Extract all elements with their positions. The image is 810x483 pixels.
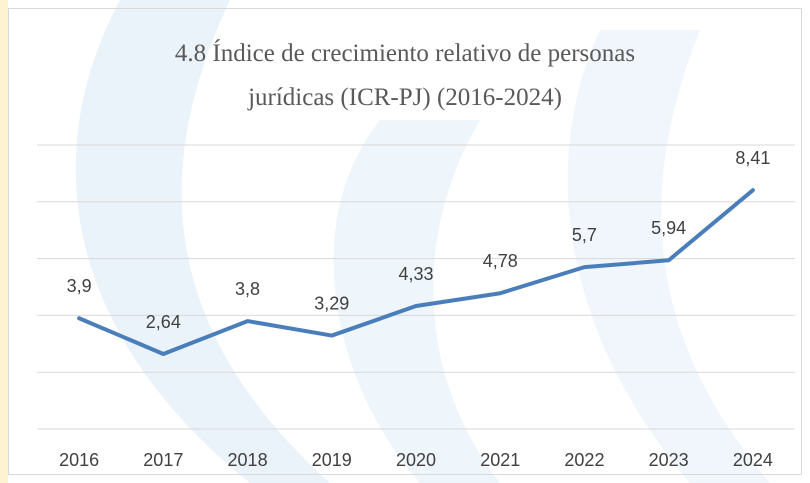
chart-title: 4.8 Índice de crecimiento relativo de pe… — [130, 32, 680, 120]
edge-strip — [0, 0, 8, 483]
data-label: 5,7 — [572, 225, 597, 245]
x-tick-label: 2017 — [143, 450, 183, 470]
x-tick-label: 2022 — [564, 450, 604, 470]
data-label: 2,64 — [146, 312, 181, 332]
x-tick-label: 2018 — [228, 450, 268, 470]
x-tick-label: 2016 — [59, 450, 99, 470]
x-tick-label: 2020 — [396, 450, 436, 470]
data-label: 3,29 — [314, 293, 349, 313]
x-tick-label: 2019 — [312, 450, 352, 470]
data-label: 3,8 — [235, 279, 260, 299]
data-label: 4,33 — [398, 264, 433, 284]
data-label: 8,41 — [735, 148, 770, 168]
x-tick-label: 2023 — [649, 450, 689, 470]
data-label: 5,94 — [651, 218, 686, 238]
data-label: 3,9 — [67, 276, 92, 296]
data-label: 4,78 — [483, 251, 518, 271]
page: 2016 2017 2018 2019 2020 2021 2022 2023 2024 3,9 2… — [0, 0, 810, 483]
x-tick-label: 2021 — [480, 450, 520, 470]
x-tick-label: 2024 — [733, 450, 773, 470]
